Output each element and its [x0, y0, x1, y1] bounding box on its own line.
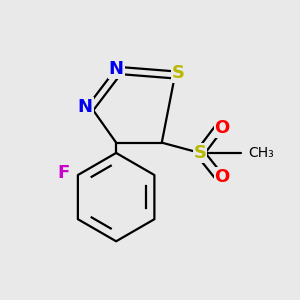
Text: S: S [172, 64, 184, 82]
Text: S: S [194, 144, 207, 162]
Text: F: F [58, 164, 70, 182]
Text: N: N [109, 60, 124, 78]
Text: O: O [214, 167, 230, 185]
Text: N: N [78, 98, 93, 116]
Text: CH₃: CH₃ [249, 146, 274, 160]
Text: O: O [214, 119, 230, 137]
